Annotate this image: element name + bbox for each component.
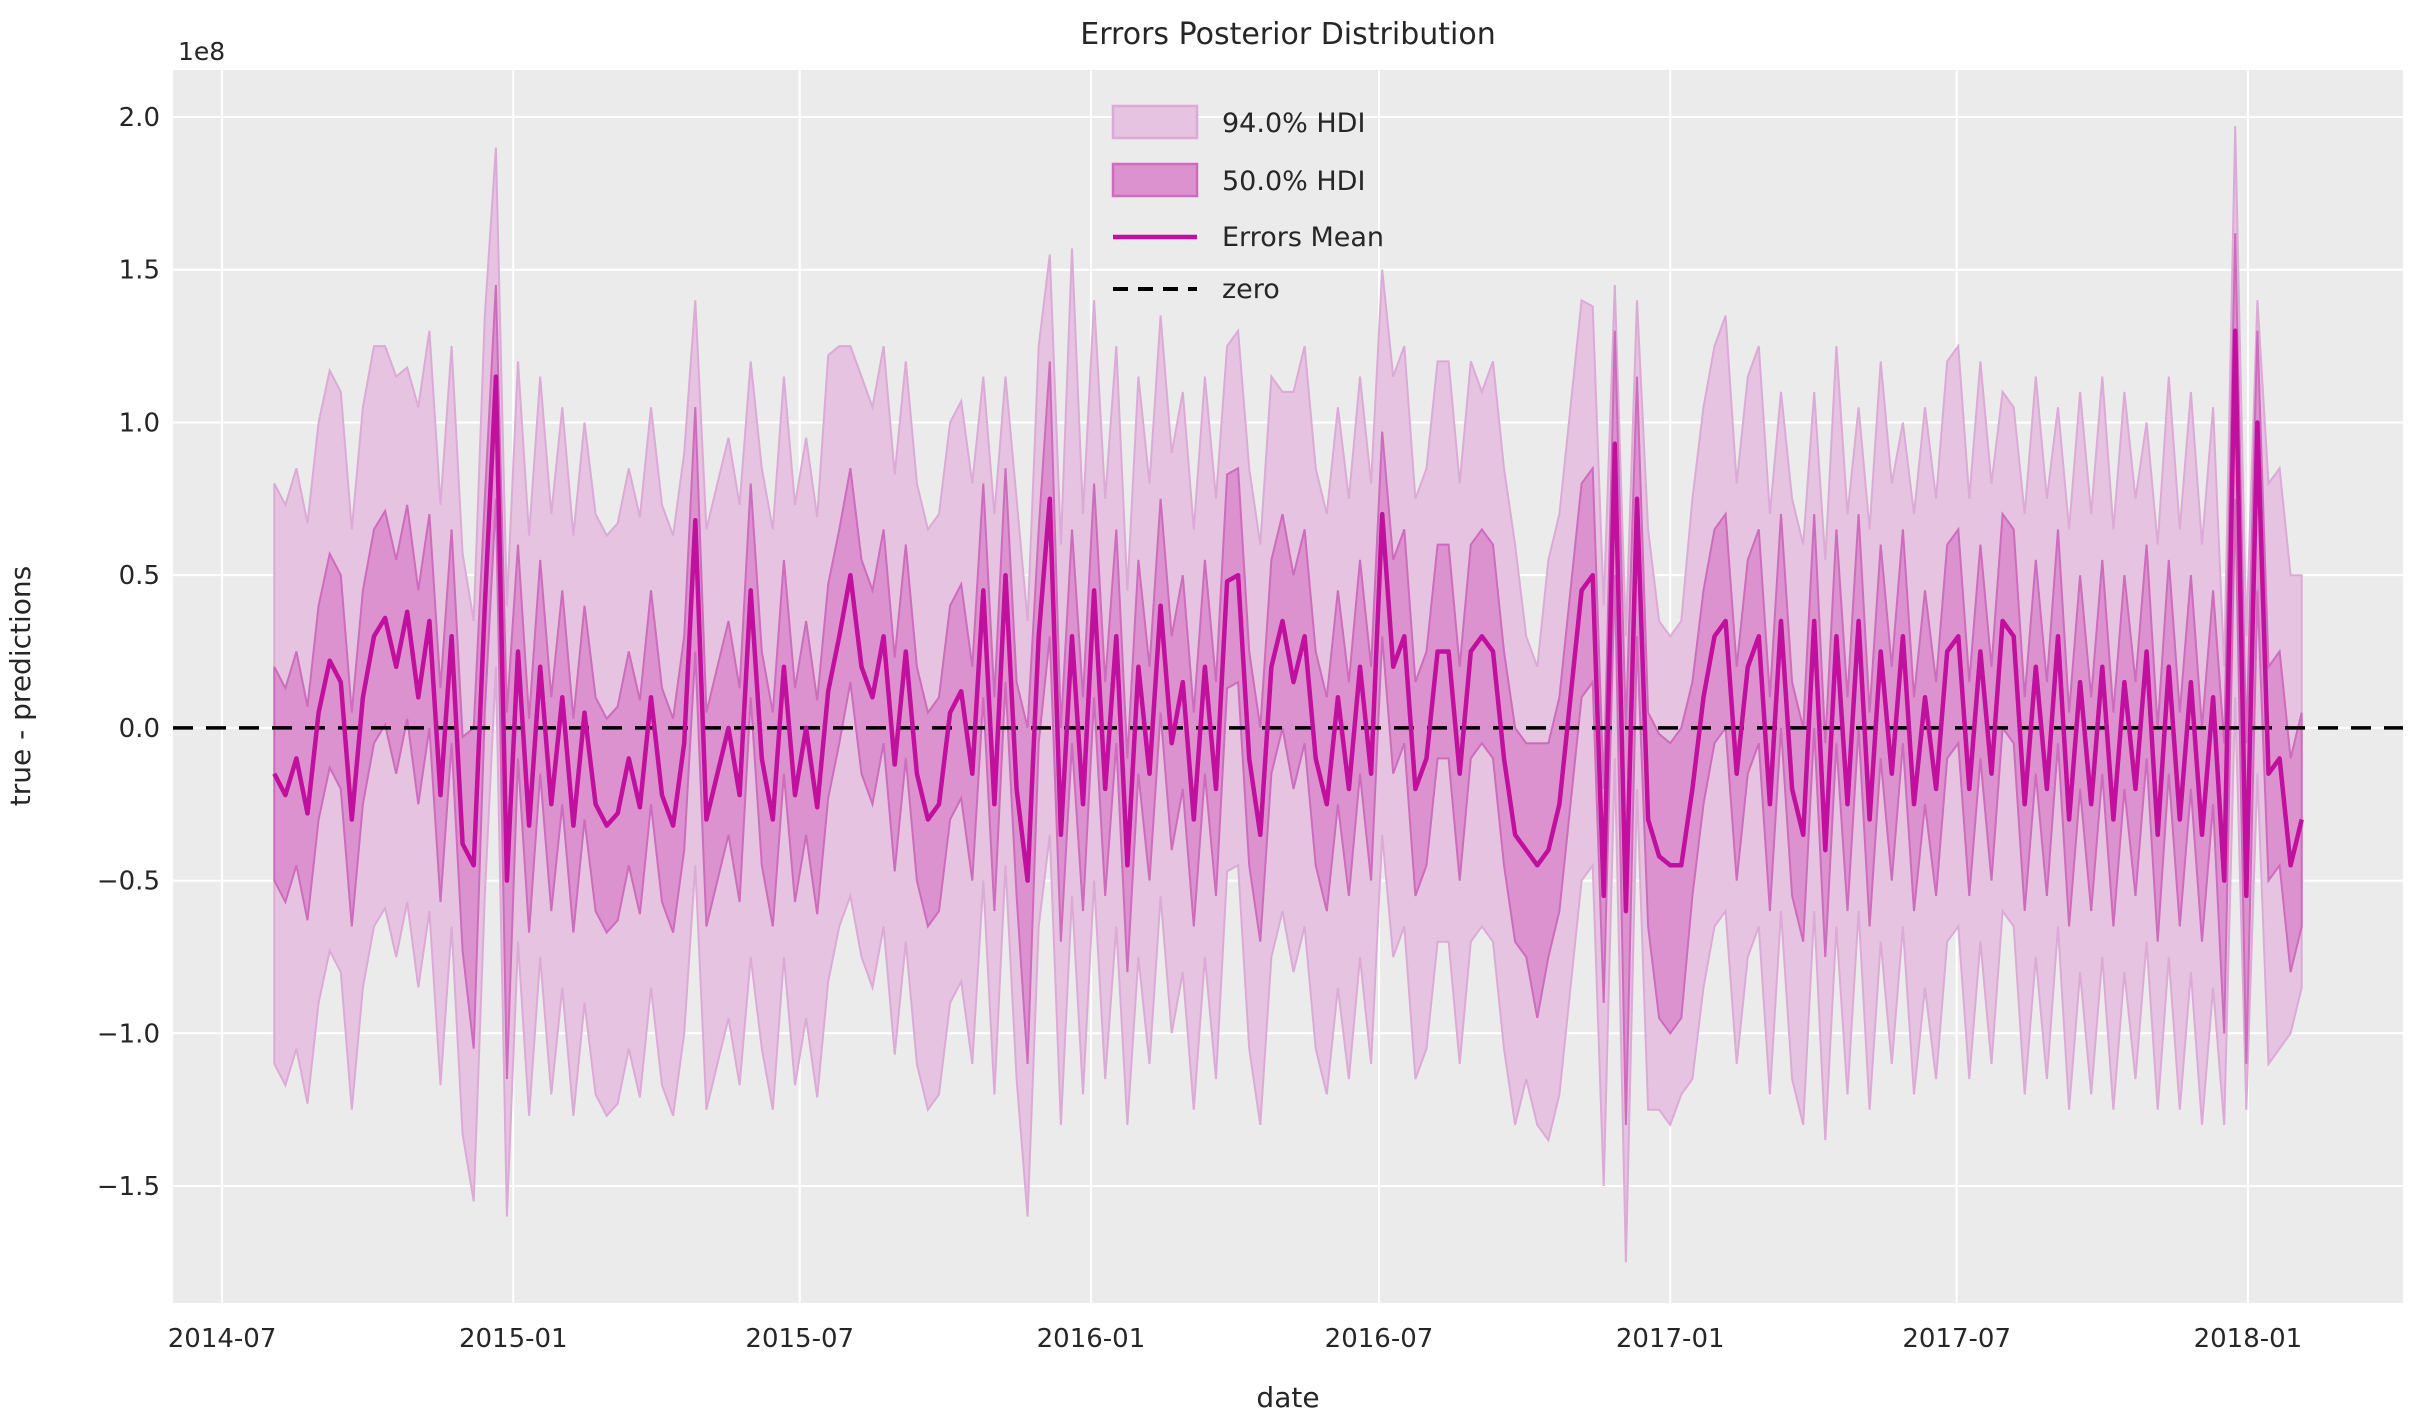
x-tick-label: 2017-01 <box>1616 1324 1725 1354</box>
x-tick-label: 2015-01 <box>459 1324 568 1354</box>
y-tick-label: −1.5 <box>97 1172 160 1202</box>
legend-label-mean: Errors Mean <box>1222 222 1384 253</box>
y-axis-tick-labels: 2.0 1.5 1.0 0.5 0.0 −0.5 −1.0 −1.5 <box>97 103 160 1202</box>
legend-swatch-hdi50 <box>1111 162 1199 198</box>
x-axis-tick-labels: 2014-07 2015-01 2015-07 2016-01 2016-07 2017-… <box>168 1324 2302 1354</box>
x-tick-label: 2014-07 <box>168 1324 277 1354</box>
legend-label-hdi50: 50.0% HDI <box>1222 166 1365 197</box>
x-tick-label: 2015-07 <box>745 1324 854 1354</box>
y-tick-label: 0.0 <box>119 714 160 744</box>
y-offset-label: 1e8 <box>178 37 225 66</box>
y-tick-label: 1.0 <box>119 408 160 438</box>
legend-label-zero: zero <box>1222 274 1280 305</box>
hdi50-band <box>273 233 2303 1125</box>
x-tick-label: 2016-07 <box>1325 1324 1434 1354</box>
y-axis-label: true - predictions <box>4 566 37 806</box>
x-axis-label: date <box>1256 1381 1319 1414</box>
mean-line <box>272 328 2304 914</box>
x-tick-label: 2017-07 <box>1902 1324 2011 1354</box>
y-tick-label: 0.5 <box>119 561 160 591</box>
y-tick-label: −1.0 <box>97 1019 160 1049</box>
x-tick-label: 2018-01 <box>2194 1324 2303 1354</box>
legend: 94.0% HDI 50.0% HDI Errors Mean zero <box>1111 104 1384 305</box>
legend-label-hdi94: 94.0% HDI <box>1222 108 1365 139</box>
y-tick-label: 1.5 <box>119 256 160 286</box>
chart-title: Errors Posterior Distribution <box>1080 17 1495 52</box>
y-tick-label: 2.0 <box>119 103 160 133</box>
legend-swatch-hdi94 <box>1111 104 1199 140</box>
y-tick-label: −0.5 <box>97 867 160 897</box>
x-tick-label: 2016-01 <box>1037 1324 1146 1354</box>
